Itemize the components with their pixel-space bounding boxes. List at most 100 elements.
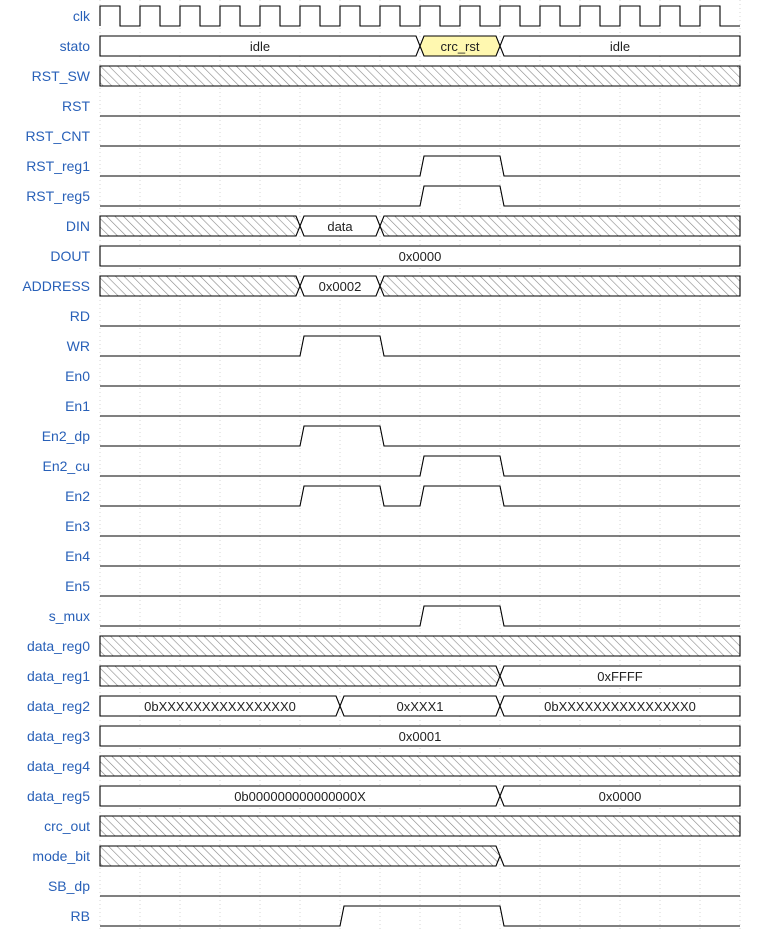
signal-row-dout: DOUT 0x0000 (50, 245, 741, 267)
signal-row-sb-dp: SB_dp (48, 878, 740, 897)
bus-value: 0x0001 (399, 729, 442, 744)
signal-label: En1 (65, 398, 90, 414)
bus-segment-undefined (99, 215, 301, 237)
signal-row-rb: RB (71, 905, 740, 927)
bus-segment-undefined (99, 635, 741, 657)
signal-label: RST_reg5 (26, 188, 90, 204)
bit-waveform (100, 605, 740, 627)
signal-label: data_reg4 (27, 758, 90, 774)
signal-label: stato (60, 38, 91, 54)
bit-waveform (100, 335, 740, 357)
bus-value: idle (250, 39, 270, 54)
signal-label: En2_cu (43, 458, 90, 474)
signal-row-data-reg2: data_reg2 0bXXXXXXXXXXXXXXX0 0xXXX1 0bXXXXX… (27, 695, 741, 717)
signal-row-en1: En1 (65, 398, 740, 417)
bus-segment (99, 245, 741, 267)
signal-label: RD (70, 308, 90, 324)
signal-row-rst-sw: RST_SW (32, 65, 741, 87)
signal-label: WR (67, 338, 90, 354)
bus-value: 0x0000 (399, 249, 442, 264)
signal-row-din: DIN data (66, 215, 741, 237)
signal-label: data_reg3 (27, 728, 90, 744)
bus-segment (339, 695, 501, 717)
bus-segment-undefined (99, 815, 741, 837)
signal-row-rst-reg1: RST_reg1 (26, 155, 740, 177)
signal-label: data_reg2 (27, 698, 90, 714)
signal-row-en0: En0 (65, 368, 740, 387)
bus-value: 0x0000 (599, 789, 642, 804)
signal-label: RST (62, 98, 90, 114)
signal-row-en3: En3 (65, 518, 740, 537)
signal-row-data-reg3: data_reg3 0x0001 (27, 725, 741, 747)
signal-row-crc-out: crc_out (44, 815, 741, 837)
signal-row-rst: RST (62, 98, 740, 117)
signal-label: En3 (65, 518, 90, 534)
bus-segment (499, 35, 741, 57)
signal-label: En5 (65, 578, 90, 594)
signal-label: data_reg5 (27, 788, 90, 804)
clock-waveform (99, 5, 740, 27)
bus-segment (499, 785, 741, 807)
bus-segment-undefined (99, 755, 741, 777)
signal-label: En4 (65, 548, 90, 564)
bit-waveform (100, 425, 740, 447)
signal-label: crc_out (44, 818, 90, 834)
signal-label: clk (73, 8, 91, 24)
signal-row-mode-bit: mode_bit (32, 845, 740, 867)
signal-row-en2: En2 (65, 485, 740, 507)
signal-row-rd: RD (70, 308, 740, 327)
signal-row-en2-dp: En2_dp (42, 425, 740, 447)
signal-label: En2 (65, 488, 90, 504)
bit-waveform (100, 185, 740, 207)
signal-row-address: ADDRESS 0x0002 (22, 275, 741, 297)
bus-segment (419, 35, 501, 57)
bus-value: 0b000000000000000X (234, 789, 366, 804)
bit-waveform (100, 485, 740, 507)
signal-label: RST_reg1 (26, 158, 90, 174)
bus-segment-undefined (99, 665, 501, 687)
signal-label: s_mux (49, 608, 90, 624)
bus-segment-undefined (379, 275, 741, 297)
bus-segment-undefined (99, 275, 301, 297)
signal-row-data-reg4: data_reg4 (27, 755, 741, 777)
bus-segment-undefined (99, 845, 501, 867)
bus-value: 0bXXXXXXXXXXXXXXX0 (544, 699, 696, 714)
bus-segment (99, 695, 341, 717)
signal-row-rst-cnt: RST_CNT (25, 128, 740, 147)
bus-segment (99, 725, 741, 747)
signal-row-s-mux: s_mux (49, 605, 740, 627)
signal-label: RST_CNT (25, 128, 90, 144)
bus-segment (99, 785, 501, 807)
bus-value: 0xXXX1 (397, 699, 444, 714)
signal-row-data-reg5: data_reg5 0b000000000000000X 0x0000 (27, 785, 741, 807)
bus-segment (299, 275, 381, 297)
bit-waveform (100, 155, 740, 177)
signal-row-wr: WR (67, 335, 740, 357)
bus-value: crc_rst (441, 39, 480, 54)
bus-segment (499, 665, 741, 687)
bus-value: idle (610, 39, 630, 54)
bus-segment (299, 215, 381, 237)
signal-row-data-reg0: data_reg0 (27, 635, 741, 657)
bus-value: 0bXXXXXXXXXXXXXXX0 (144, 699, 296, 714)
signal-label: mode_bit (32, 848, 90, 864)
bus-value: 0xFFFF (597, 669, 643, 684)
signal-label: En2_dp (42, 428, 90, 444)
signal-row-clk: clk (73, 5, 740, 27)
signal-row-en4: En4 (65, 548, 740, 567)
signal-label: RB (71, 908, 90, 924)
bit-waveform (100, 905, 740, 927)
bus-segment (499, 695, 741, 717)
signal-row-rst-reg5: RST_reg5 (26, 185, 740, 207)
signal-label: SB_dp (48, 878, 90, 894)
signal-label: data_reg0 (27, 638, 90, 654)
bus-value: 0x0002 (319, 279, 362, 294)
signal-label: ADDRESS (22, 278, 90, 294)
signal-label: DIN (66, 218, 90, 234)
signal-row-en5: En5 (65, 578, 740, 597)
signal-row-data-reg1: data_reg1 0xFFFF (27, 665, 741, 687)
signal-row-stato: stato idle crc_rst idle (60, 35, 741, 57)
signal-row-en2-cu: En2_cu (43, 455, 740, 477)
